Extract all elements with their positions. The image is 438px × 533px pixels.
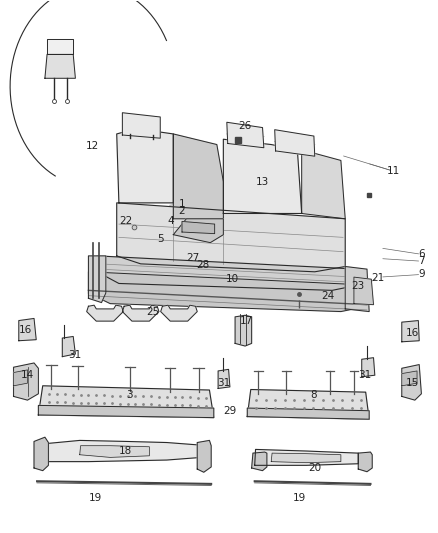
Text: 15: 15 xyxy=(406,378,419,388)
Polygon shape xyxy=(117,203,345,272)
Polygon shape xyxy=(362,358,375,377)
Text: 7: 7 xyxy=(418,256,425,266)
Polygon shape xyxy=(275,130,315,156)
Polygon shape xyxy=(173,134,223,219)
Polygon shape xyxy=(88,272,367,312)
Text: 16: 16 xyxy=(406,328,419,338)
Text: 18: 18 xyxy=(119,446,132,456)
Text: 23: 23 xyxy=(352,280,365,290)
Text: 19: 19 xyxy=(88,493,102,503)
Text: 3: 3 xyxy=(127,390,133,400)
Text: 31: 31 xyxy=(217,378,230,388)
Text: 13: 13 xyxy=(256,176,269,187)
Polygon shape xyxy=(97,256,358,290)
Text: 22: 22 xyxy=(119,216,132,227)
Polygon shape xyxy=(161,305,197,321)
Polygon shape xyxy=(235,316,252,346)
Polygon shape xyxy=(254,449,358,465)
Polygon shape xyxy=(62,336,75,357)
Text: 25: 25 xyxy=(146,306,159,317)
Text: 20: 20 xyxy=(308,463,321,473)
Polygon shape xyxy=(358,452,372,472)
Polygon shape xyxy=(39,386,214,418)
Polygon shape xyxy=(14,370,28,386)
Polygon shape xyxy=(252,452,267,471)
Text: 12: 12 xyxy=(86,141,99,151)
Polygon shape xyxy=(34,437,48,471)
Text: 11: 11 xyxy=(386,166,400,176)
Text: 24: 24 xyxy=(321,290,335,301)
Polygon shape xyxy=(302,150,345,219)
Text: 9: 9 xyxy=(418,270,425,279)
Text: 10: 10 xyxy=(226,273,239,284)
Polygon shape xyxy=(117,128,173,203)
Polygon shape xyxy=(402,371,417,386)
Polygon shape xyxy=(271,453,341,463)
Polygon shape xyxy=(39,406,214,418)
Polygon shape xyxy=(39,440,201,462)
Polygon shape xyxy=(247,390,369,419)
Text: 17: 17 xyxy=(240,316,253,326)
Polygon shape xyxy=(14,363,39,400)
Polygon shape xyxy=(122,305,159,321)
Text: 31: 31 xyxy=(68,350,81,360)
Polygon shape xyxy=(88,256,106,303)
Text: 5: 5 xyxy=(157,234,163,244)
Polygon shape xyxy=(402,365,421,400)
Polygon shape xyxy=(247,408,369,419)
Polygon shape xyxy=(218,369,230,389)
Text: 26: 26 xyxy=(238,121,252,131)
Polygon shape xyxy=(402,320,419,342)
Polygon shape xyxy=(223,139,302,214)
Text: 4: 4 xyxy=(168,216,174,227)
Polygon shape xyxy=(47,38,73,54)
Text: 1: 1 xyxy=(179,199,185,209)
Polygon shape xyxy=(354,277,374,305)
Polygon shape xyxy=(197,440,211,472)
Polygon shape xyxy=(345,266,369,312)
Polygon shape xyxy=(182,221,215,233)
Text: 29: 29 xyxy=(223,406,237,416)
Polygon shape xyxy=(80,446,149,457)
Polygon shape xyxy=(45,54,75,78)
Text: 2: 2 xyxy=(179,206,185,216)
Text: 16: 16 xyxy=(19,325,32,335)
Text: 19: 19 xyxy=(293,493,306,503)
Polygon shape xyxy=(87,305,123,321)
Polygon shape xyxy=(122,113,160,138)
Text: 6: 6 xyxy=(418,249,425,260)
Text: 27: 27 xyxy=(186,253,200,263)
Text: 8: 8 xyxy=(310,390,317,400)
Polygon shape xyxy=(19,318,36,341)
Text: 21: 21 xyxy=(371,273,385,283)
Text: 31: 31 xyxy=(358,370,371,379)
Polygon shape xyxy=(227,122,264,148)
Polygon shape xyxy=(173,219,223,243)
Text: 28: 28 xyxy=(196,260,209,270)
Text: 14: 14 xyxy=(21,370,34,380)
